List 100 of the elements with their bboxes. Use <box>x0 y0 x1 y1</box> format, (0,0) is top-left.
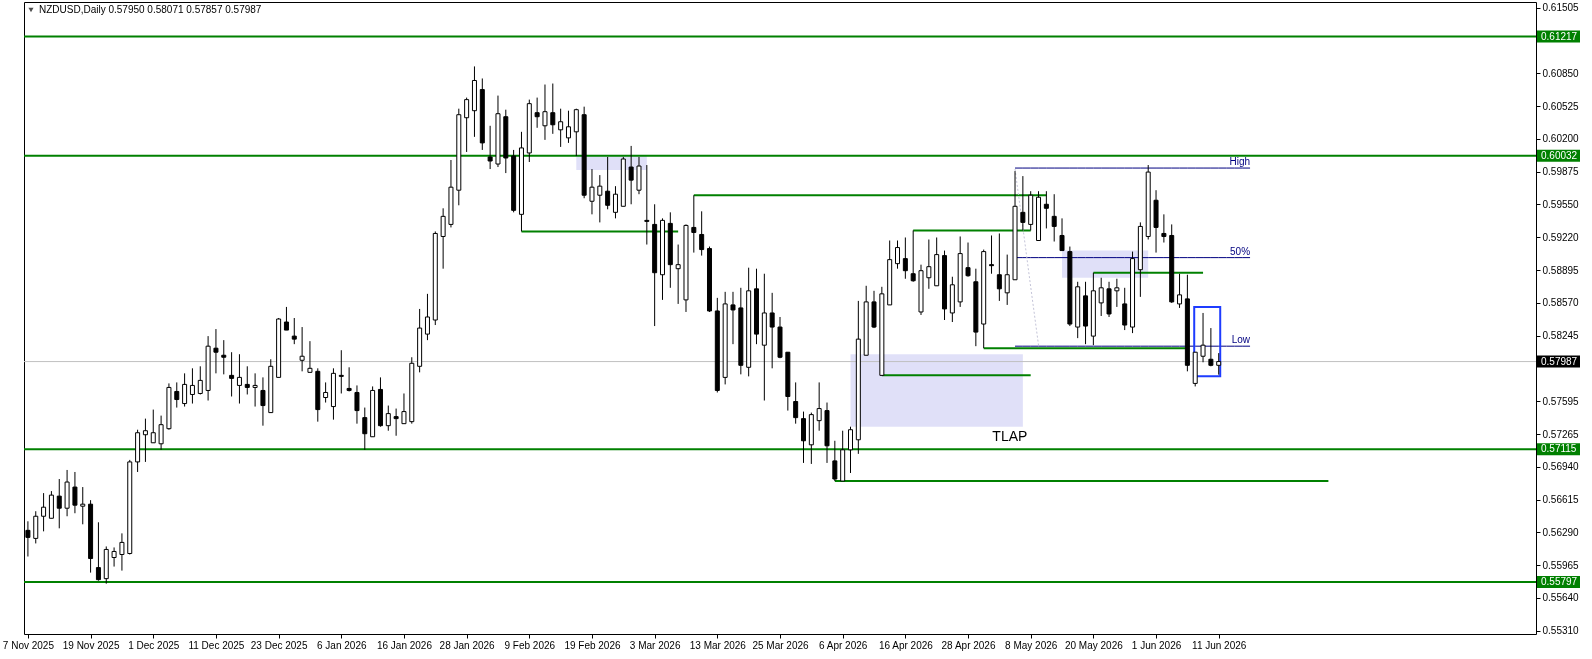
candlestick <box>385 405 391 432</box>
candlestick <box>1059 217 1065 252</box>
y-tick-label: 0.55965 <box>1542 559 1580 571</box>
candlestick <box>142 418 148 463</box>
candlestick <box>996 232 1002 302</box>
candlestick <box>150 409 156 444</box>
candlestick <box>534 97 540 129</box>
x-tick-label: 13 Mar 2026 <box>689 639 747 651</box>
x-tick-label: 19 Feb 2026 <box>564 639 621 651</box>
candlestick <box>213 328 219 374</box>
candlestick <box>902 236 908 280</box>
y-tick-label: 0.56940 <box>1542 461 1580 473</box>
y-tick-label: 0.61505 <box>1542 2 1580 14</box>
candlestick <box>80 486 86 525</box>
candlestick <box>1208 327 1214 367</box>
candlestick <box>362 407 368 451</box>
candlestick <box>612 185 618 219</box>
candlestick <box>699 210 705 257</box>
candlestick <box>675 244 681 305</box>
y-tick-label: 0.59875 <box>1542 166 1580 178</box>
candlestick <box>895 240 901 270</box>
candlestick <box>346 366 352 392</box>
candlestick <box>221 339 227 375</box>
x-tick-label: 28 Apr 2026 <box>941 639 996 651</box>
candlestick <box>283 306 289 331</box>
candlestick <box>597 174 603 223</box>
candlestick <box>832 440 838 482</box>
candlestick <box>72 471 78 514</box>
y-tick-label: 0.57265 <box>1542 428 1580 440</box>
candlestick <box>95 521 101 582</box>
y-tick-label: 0.59550 <box>1542 198 1580 210</box>
candlestick <box>1177 273 1183 309</box>
x-tick-label: 11 Jun 2026 <box>1192 639 1247 651</box>
candlestick <box>1020 175 1026 231</box>
candlestick <box>323 381 329 404</box>
x-tick-label: 6 Apr 2026 <box>818 639 868 651</box>
candlestick <box>691 194 697 254</box>
ref-line-label: 0.57115 <box>1541 443 1577 455</box>
y-tick-label: 0.60850 <box>1542 67 1580 79</box>
candlestick <box>793 381 799 425</box>
x-tick-label: 3 Mar 2026 <box>629 639 681 651</box>
candlestick <box>48 490 54 519</box>
candlestick <box>550 83 556 135</box>
candlestick <box>189 367 195 405</box>
candlestick <box>1043 190 1049 229</box>
candlestick <box>33 510 39 544</box>
y-tick-label: 0.55640 <box>1542 592 1580 604</box>
candlestick <box>628 145 634 205</box>
x-tick-label: 7 Nov 2025 <box>2 639 55 651</box>
line-series <box>1014 168 1040 346</box>
candlestick <box>291 317 297 345</box>
candlestick <box>926 239 932 290</box>
candlestick <box>119 532 125 572</box>
candlestick <box>487 125 493 170</box>
candlestick <box>338 349 344 394</box>
candlestick <box>910 229 916 283</box>
ref-line-label: 0.61217 <box>1541 30 1578 42</box>
x-tick-label: 19 Nov 2025 <box>62 639 120 651</box>
x-tick-label: 20 May 2026 <box>1064 639 1124 651</box>
candlestick <box>965 242 971 278</box>
candlestick <box>174 381 180 409</box>
candlestick <box>252 372 258 408</box>
candlestick <box>730 291 736 345</box>
candlestick <box>260 376 266 427</box>
x-tick-label: 1 Dec 2025 <box>128 639 180 651</box>
y-tick-label: 0.56615 <box>1542 494 1580 506</box>
candlestick <box>197 365 203 395</box>
candlestick <box>816 381 822 432</box>
candlestick <box>1200 312 1206 363</box>
candlestick <box>236 353 242 405</box>
candlestick <box>401 392 407 425</box>
y-tick-label: 0.56290 <box>1542 526 1580 538</box>
candlestick <box>244 365 250 395</box>
candlestick <box>424 293 430 341</box>
candlestick <box>573 108 579 157</box>
candlestick <box>1122 287 1128 331</box>
y-tick-label: 0.55310 <box>1542 625 1580 637</box>
series-label: Low <box>1231 334 1251 346</box>
candlestick <box>1161 213 1167 244</box>
y-tick-label: 0.59220 <box>1542 231 1580 243</box>
candlestick <box>989 234 995 275</box>
candlestick <box>542 84 548 141</box>
y-tick-label: 0.58895 <box>1542 264 1580 276</box>
candlestick <box>605 156 611 210</box>
candlestick <box>158 415 164 451</box>
candlestick <box>1114 278 1120 308</box>
y-tick-label: 0.60200 <box>1542 133 1580 145</box>
candlestick <box>848 426 854 474</box>
ref-line-label: 0.60032 <box>1541 149 1578 161</box>
candlestick <box>307 340 313 373</box>
x-tick-label: 6 Jan 2026 <box>317 639 367 651</box>
candlestick <box>393 408 399 437</box>
candlestick <box>56 478 62 529</box>
y-tick-label: 0.58570 <box>1542 297 1580 309</box>
candlestick <box>41 492 47 532</box>
candlestick <box>1216 352 1222 376</box>
y-tick-label: 0.57595 <box>1542 395 1580 407</box>
candlestick <box>589 168 595 215</box>
candlestick <box>299 326 305 372</box>
chart-title: NZDUSD,Daily 0.57950 0.58071 0.57857 0.57987 <box>39 4 262 15</box>
